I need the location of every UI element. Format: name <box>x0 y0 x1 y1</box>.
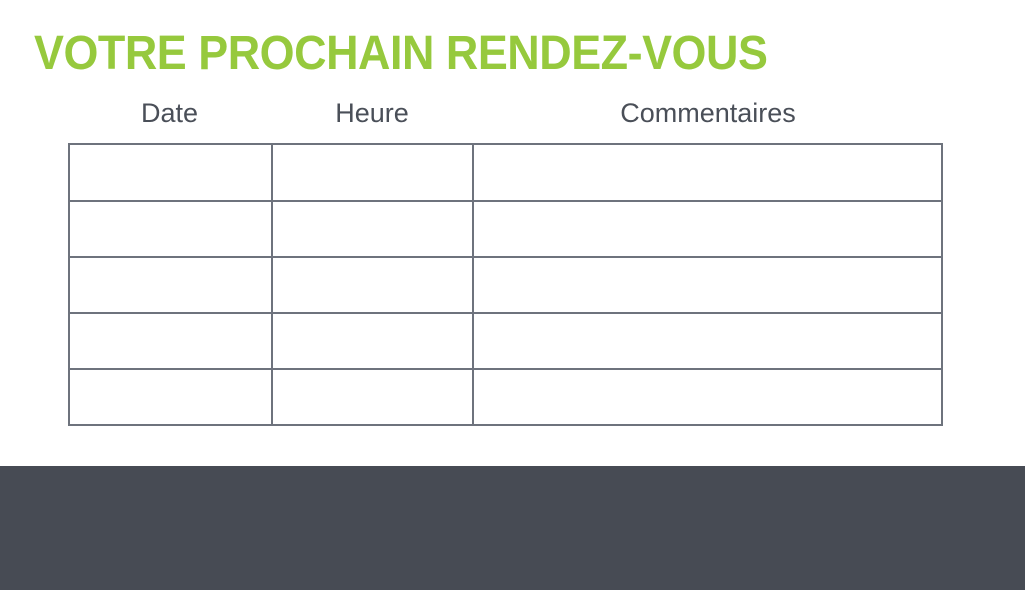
cell-date[interactable] <box>70 314 273 370</box>
footer-band <box>0 466 1025 590</box>
cell-date[interactable] <box>70 145 273 202</box>
cell-commentaires[interactable] <box>474 314 943 370</box>
cell-date[interactable] <box>70 370 273 426</box>
page-title: VOTRE PROCHAIN RENDEZ-VOUS <box>34 27 768 80</box>
cell-date[interactable] <box>70 202 273 258</box>
cell-heure[interactable] <box>272 258 475 314</box>
cell-commentaires[interactable] <box>474 258 943 314</box>
table-grid <box>68 143 943 426</box>
table-row <box>70 370 943 426</box>
cell-heure[interactable] <box>272 145 475 202</box>
column-header-commentaires: Commentaires <box>620 98 796 128</box>
appointment-table: Date Heure Commentaires <box>68 96 943 426</box>
table-row <box>70 258 943 314</box>
cell-heure[interactable] <box>272 202 475 258</box>
table-row <box>70 145 943 202</box>
column-header-heure: Heure <box>335 98 409 128</box>
cell-commentaires[interactable] <box>474 370 943 426</box>
table-row <box>70 314 943 370</box>
cell-commentaires[interactable] <box>474 145 943 202</box>
cell-commentaires[interactable] <box>474 202 943 258</box>
cell-heure[interactable] <box>272 314 475 370</box>
table-row <box>70 202 943 258</box>
cell-heure[interactable] <box>272 370 475 426</box>
cell-date[interactable] <box>70 258 273 314</box>
table-column-headers: Date Heure Commentaires <box>68 96 943 143</box>
column-header-date: Date <box>140 98 199 128</box>
